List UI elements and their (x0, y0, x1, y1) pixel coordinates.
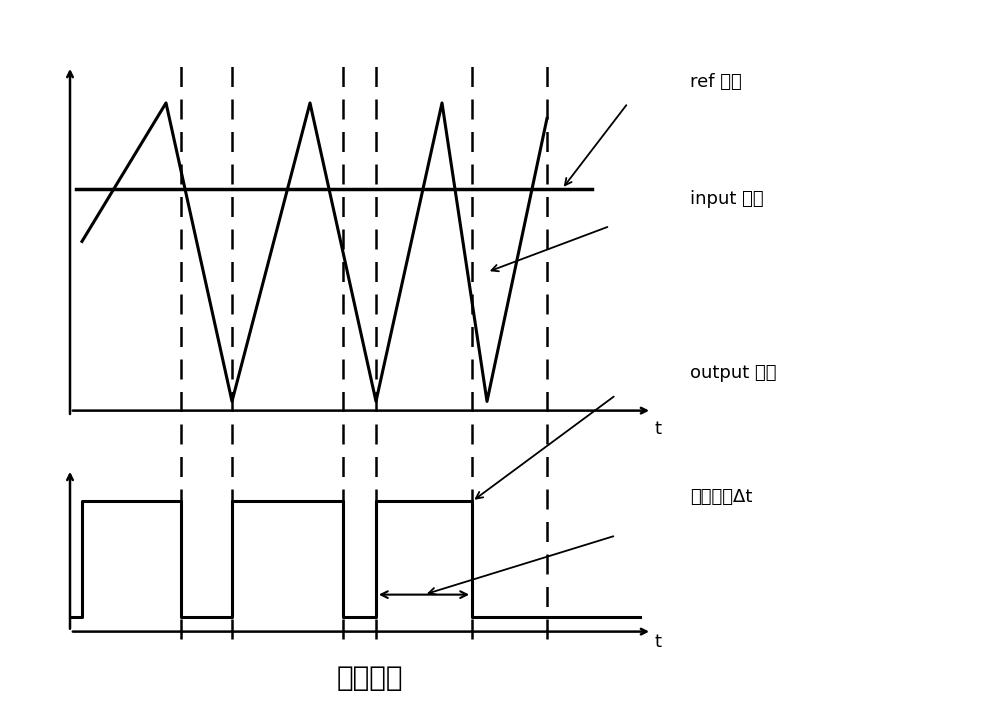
Text: 抖动间隔Δt: 抖动间隔Δt (690, 488, 752, 506)
Text: 现有技术: 现有技术 (337, 665, 403, 692)
Text: output 信号: output 信号 (690, 364, 776, 382)
Text: t: t (655, 633, 662, 651)
Text: t: t (655, 420, 662, 438)
Text: ref 信号: ref 信号 (690, 72, 742, 91)
Text: input 信号: input 信号 (690, 190, 764, 208)
